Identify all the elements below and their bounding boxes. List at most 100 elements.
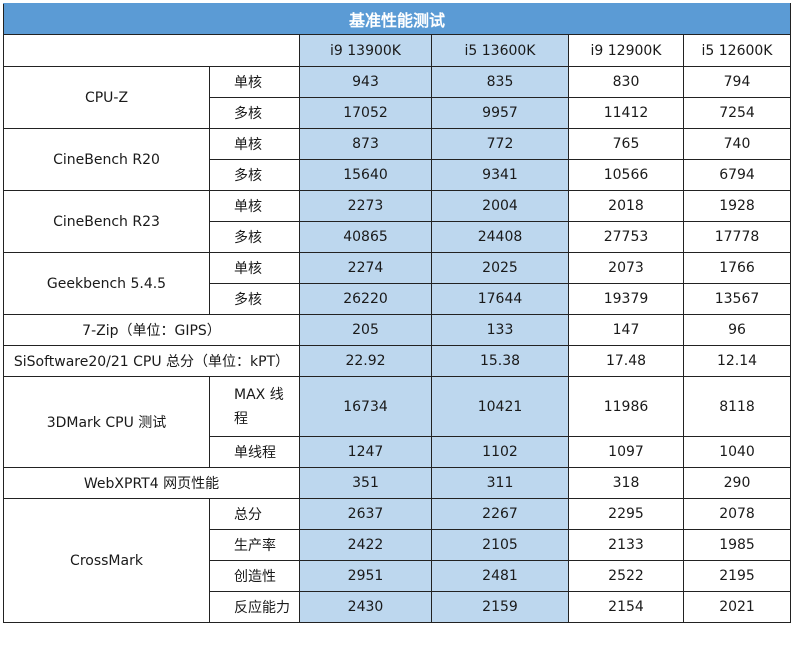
sub-test-label: 单核 <box>209 190 300 222</box>
score-cell: 1247 <box>299 436 432 468</box>
score-cell: 9957 <box>431 97 569 129</box>
table-row: 创造性 2951 2481 2522 2195 <box>4 560 792 592</box>
score-cell: 15.38 <box>431 345 569 377</box>
table-row: 生产率 2422 2105 2133 1985 <box>4 529 792 561</box>
score-cell: 96 <box>682 314 792 346</box>
column-header-i5-13600k: i5 13600K <box>431 34 569 67</box>
column-header-i5-12600k: i5 12600K <box>682 34 792 67</box>
score-cell: 2073 <box>568 252 684 284</box>
score-cell: 794 <box>682 66 792 98</box>
score-cell: 2159 <box>431 591 569 623</box>
score-cell: 2021 <box>682 591 792 623</box>
score-cell: 351 <box>299 467 432 499</box>
score-cell: 2637 <box>299 498 432 530</box>
table-row: CrossMark 总分 2637 2267 2295 2078 <box>3 498 792 623</box>
benchmark-name: SiSoftware20/21 CPU 总分（单位：kPT） <box>3 345 300 377</box>
table-row: CineBench R20 单核 873 772 765 740 <box>3 128 792 191</box>
score-cell: 1928 <box>682 190 792 222</box>
score-cell: 10421 <box>431 376 569 437</box>
benchmark-name: CineBench R23 <box>3 190 210 253</box>
score-cell: 1766 <box>682 252 792 284</box>
score-cell: 873 <box>299 128 432 160</box>
score-cell: 7254 <box>682 97 792 129</box>
table-row: 3DMark CPU 测试 MAX 线程 16734 10421 11986 8118 <box>3 376 792 468</box>
sub-test-label: 创造性 <box>209 560 300 592</box>
score-cell: 740 <box>682 128 792 160</box>
score-cell: 2154 <box>568 591 684 623</box>
score-cell: 2195 <box>682 560 792 592</box>
score-cell: 2018 <box>568 190 684 222</box>
score-cell: 2430 <box>299 591 432 623</box>
benchmark-name: CPU-Z <box>3 66 210 129</box>
score-cell: 2951 <box>299 560 432 592</box>
score-cell: 311 <box>431 467 569 499</box>
score-cell: 24408 <box>431 221 569 253</box>
benchmark-name: 7-Zip（单位：GIPS） <box>3 314 300 346</box>
column-header-i9-13900k: i9 13900K <box>299 34 432 67</box>
score-cell: 17.48 <box>568 345 684 377</box>
score-cell: 27753 <box>568 221 684 253</box>
sub-test-label: 多核 <box>209 221 300 253</box>
score-cell: 290 <box>682 467 792 499</box>
sub-test-label: 单核 <box>209 252 300 284</box>
benchmark-name: Geekbench 5.4.5 <box>3 252 210 315</box>
table-row: 多核 17052 9957 11412 7254 <box>4 97 792 129</box>
score-cell: 6794 <box>682 159 792 191</box>
column-header-row: i9 13900K i5 13600K i9 12900K i5 12600K <box>3 34 792 67</box>
score-cell: 26220 <box>299 283 432 315</box>
score-cell: 2133 <box>568 529 684 561</box>
sub-test-label: 单线程 <box>209 436 300 468</box>
score-cell: 11986 <box>568 376 684 437</box>
table-row: WebXPRT4 网页性能 351 311 318 290 <box>3 467 792 499</box>
score-cell: 2481 <box>431 560 569 592</box>
score-cell: 2004 <box>431 190 569 222</box>
score-cell: 9341 <box>431 159 569 191</box>
table-row: 多核 26220 17644 19379 13567 <box>4 283 792 315</box>
column-header-i9-12900k: i9 12900K <box>568 34 684 67</box>
sub-test-label: 多核 <box>209 97 300 129</box>
score-cell: 133 <box>431 314 569 346</box>
sub-test-label: 单核 <box>209 66 300 98</box>
score-cell: 205 <box>299 314 432 346</box>
score-cell: 1102 <box>431 436 569 468</box>
header-empty-cell <box>3 34 300 67</box>
score-cell: 22.92 <box>299 345 432 377</box>
score-cell: 2078 <box>682 498 792 530</box>
score-cell: 11412 <box>568 97 684 129</box>
score-cell: 2267 <box>431 498 569 530</box>
score-cell: 772 <box>431 128 569 160</box>
score-cell: 835 <box>431 66 569 98</box>
benchmark-name: CrossMark <box>3 498 210 623</box>
score-cell: 1097 <box>568 436 684 468</box>
sub-test-label: 生产率 <box>209 529 300 561</box>
score-cell: 15640 <box>299 159 432 191</box>
table-title: 基准性能测试 <box>2 3 792 35</box>
score-cell: 2422 <box>299 529 432 561</box>
score-cell: 765 <box>568 128 684 160</box>
score-cell: 16734 <box>299 376 432 437</box>
score-cell: 17778 <box>682 221 792 253</box>
score-cell: 40865 <box>299 221 432 253</box>
score-cell: 17052 <box>299 97 432 129</box>
table-row: 多核 15640 9341 10566 6794 <box>4 159 792 191</box>
score-cell: 1985 <box>682 529 792 561</box>
sub-test-label: MAX 线程 <box>209 376 300 437</box>
sub-test-label: 多核 <box>209 283 300 315</box>
sub-test-label: 多核 <box>209 159 300 191</box>
sub-test-label: 单核 <box>209 128 300 160</box>
score-cell: 2273 <box>299 190 432 222</box>
score-cell: 147 <box>568 314 684 346</box>
score-cell: 8118 <box>682 376 792 437</box>
benchmark-name: WebXPRT4 网页性能 <box>3 467 300 499</box>
table-row: 单线程 1247 1102 1097 1040 <box>4 436 792 468</box>
score-cell: 830 <box>568 66 684 98</box>
score-cell: 12.14 <box>682 345 792 377</box>
table-row: Geekbench 5.4.5 单核 2274 2025 2073 1766 <box>3 252 792 315</box>
score-cell: 2025 <box>431 252 569 284</box>
table-row: 反应能力 2430 2159 2154 2021 <box>4 591 792 623</box>
score-cell: 10566 <box>568 159 684 191</box>
sub-test-label: 反应能力 <box>209 591 300 623</box>
table-row: CineBench R23 单核 2273 2004 2018 1928 <box>3 190 792 253</box>
score-cell: 17644 <box>431 283 569 315</box>
table-row: CPU-Z 单核 943 835 830 794 <box>3 66 792 129</box>
